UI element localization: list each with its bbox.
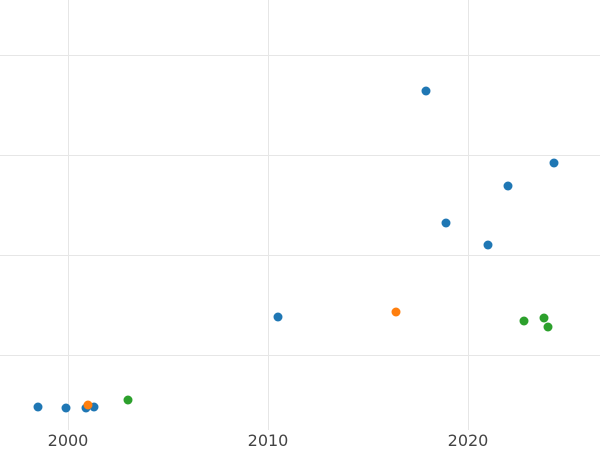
data-point-s2-2 xyxy=(539,313,549,323)
data-point-s2-3 xyxy=(543,322,553,332)
data-point-s0-5 xyxy=(421,86,431,96)
x-tick-label-2020: 2020 xyxy=(448,431,489,450)
x-axis-tick-labels: 2000 2010 2020 xyxy=(48,431,489,450)
data-point-s1-1 xyxy=(391,307,401,317)
data-point-s0-1 xyxy=(61,403,71,413)
data-point-s0-0 xyxy=(33,402,43,412)
data-point-s1-0 xyxy=(83,400,93,410)
data-point-s0-7 xyxy=(483,240,493,250)
x-tick-label-2010: 2010 xyxy=(248,431,289,450)
grid-lines xyxy=(0,0,600,430)
data-point-s0-6 xyxy=(441,218,451,228)
x-tick-label-2000: 2000 xyxy=(48,431,89,450)
data-point-s2-1 xyxy=(519,316,529,326)
data-point-s0-4 xyxy=(273,312,283,322)
data-point-s2-0 xyxy=(123,395,133,405)
data-points xyxy=(33,86,559,413)
data-point-s0-9 xyxy=(549,158,559,168)
data-point-s0-8 xyxy=(503,181,513,191)
